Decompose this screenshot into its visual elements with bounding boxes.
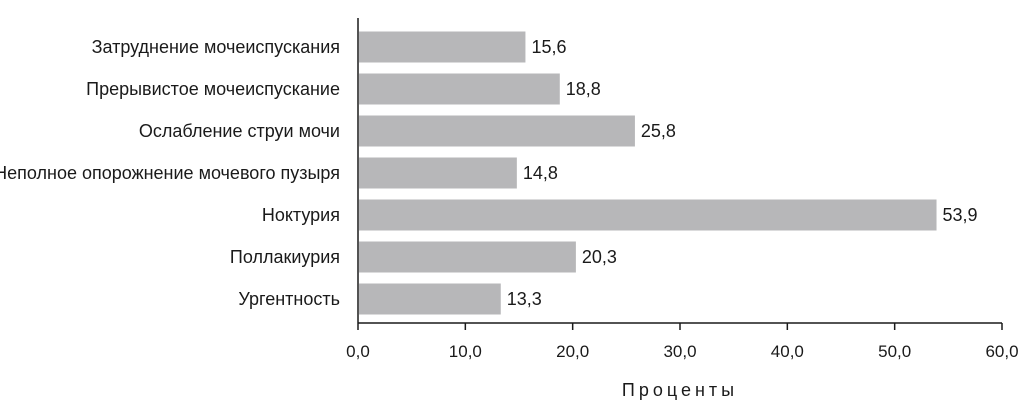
x-tick-label-3: 30,0: [663, 342, 696, 361]
x-ticks: 0,0 10,0 20,0 30,0 40,0 50,0 60,0: [346, 323, 1019, 361]
bar-1: [359, 31, 526, 63]
category-label-6: Поллакиурия: [230, 247, 340, 267]
x-tick-label-2: 20,0: [556, 342, 589, 361]
x-axis-title: Проценты: [622, 380, 738, 400]
bar-7: [359, 283, 501, 315]
x-tick-label-0: 0,0: [346, 342, 370, 361]
category-label-7: Ургентность: [238, 289, 340, 309]
x-tick-label-1: 10,0: [449, 342, 482, 361]
x-tick-label-4: 40,0: [771, 342, 804, 361]
value-label-5: 53,9: [943, 205, 978, 225]
category-label-4: Неполное опорожнение мочевого пузыря: [0, 163, 340, 183]
value-label-3: 25,8: [641, 121, 676, 141]
value-labels: 15,6 18,8 25,8 14,8 53,9 20,3 13,3: [507, 37, 978, 309]
x-tick-label-5: 50,0: [878, 342, 911, 361]
value-label-2: 18,8: [566, 79, 601, 99]
bar-5: [359, 199, 937, 231]
bar-3: [359, 115, 635, 147]
category-label-2: Прерывистое мочеиспускание: [86, 79, 340, 99]
value-label-6: 20,3: [582, 247, 617, 267]
value-label-7: 13,3: [507, 289, 542, 309]
bar-6: [359, 241, 576, 273]
bar-2: [359, 73, 560, 105]
category-label-5: Ноктурия: [262, 205, 340, 225]
bars-group: [359, 31, 937, 315]
bar-4: [359, 157, 517, 189]
value-label-4: 14,8: [523, 163, 558, 183]
category-labels: Затруднение мочеиспускания Прерывистое мо…: [0, 37, 340, 309]
value-label-1: 15,6: [531, 37, 566, 57]
category-label-3: Ослабление струи мочи: [139, 121, 340, 141]
x-tick-label-6: 60,0: [985, 342, 1018, 361]
category-label-1: Затруднение мочеиспускания: [92, 37, 340, 57]
